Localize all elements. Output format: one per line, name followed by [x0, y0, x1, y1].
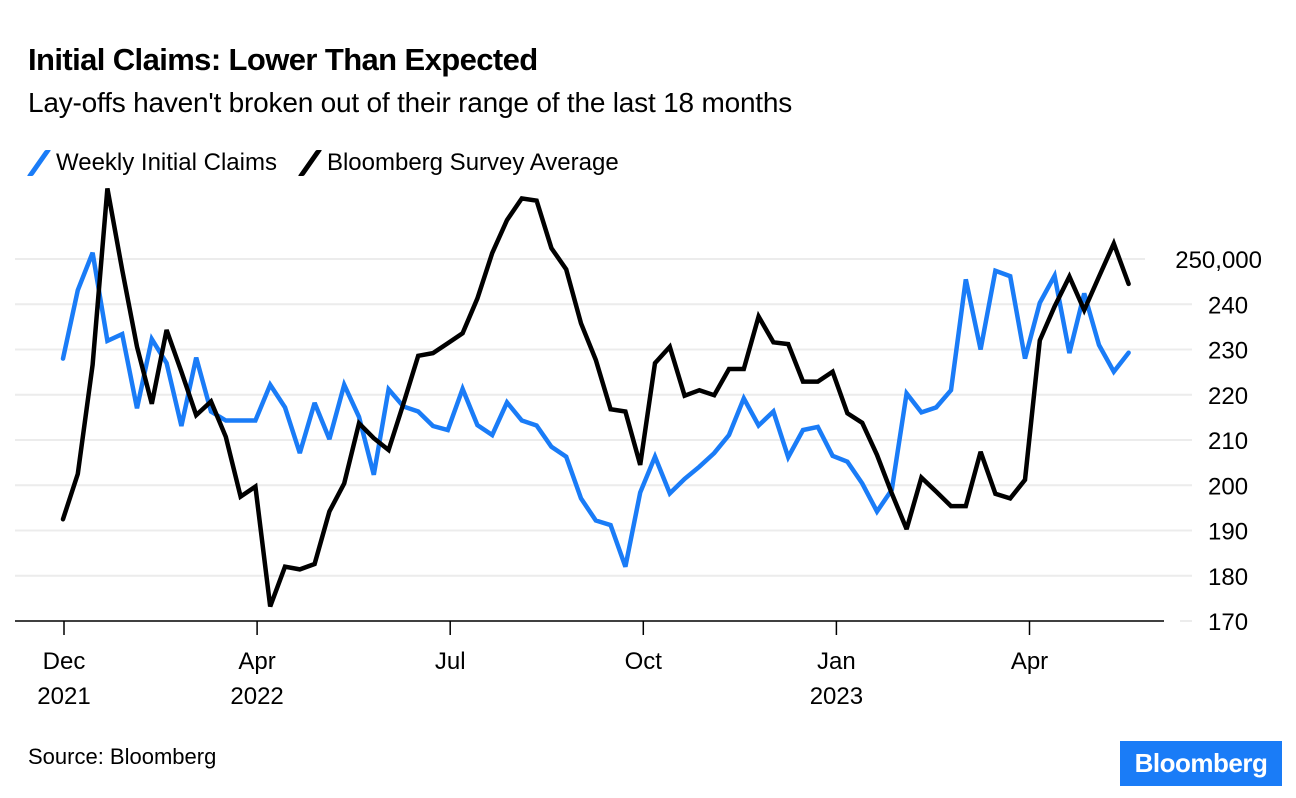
- chart-title: Initial Claims: Lower Than Expected: [28, 42, 538, 77]
- legend-label: Weekly Initial Claims: [56, 149, 277, 176]
- y-tick-label: 180: [1208, 564, 1248, 591]
- x-tick-year-label: 2022: [230, 683, 283, 710]
- y-tick-label: 240: [1208, 292, 1248, 319]
- x-tick-label: Dec: [43, 648, 86, 675]
- y-tick-label: 220: [1208, 383, 1248, 410]
- y-tick-label: 230: [1208, 338, 1248, 365]
- series-line-weekly-initial-claims: [60, 251, 1131, 568]
- source-note: Source: Bloomberg: [28, 744, 217, 769]
- chart-subtitle: Lay-offs haven't broken out of their ran…: [28, 87, 793, 118]
- legend: Weekly Initial Claims Bloomberg Survey A…: [26, 149, 641, 177]
- x-tick-year-label: 2021: [37, 683, 90, 710]
- bloomberg-logo: Bloomberg: [1120, 741, 1282, 786]
- x-tick-year-label: 2023: [810, 683, 863, 710]
- x-tick-label: Jan: [817, 648, 856, 675]
- x-tick-label: Oct: [625, 648, 663, 675]
- x-tick-label: Apr: [1011, 648, 1048, 675]
- y-tick-label: 250,000: [1175, 247, 1262, 274]
- x-tick-label: Apr: [238, 648, 275, 675]
- x-tick-label: Jul: [435, 648, 466, 675]
- legend-item-bloomberg-survey-average: Bloomberg Survey Average: [297, 149, 619, 177]
- y-tick-label: 190: [1208, 519, 1248, 546]
- y-tick-label: 170: [1208, 609, 1248, 636]
- y-tick-label: 200: [1208, 473, 1248, 500]
- series-line-bloomberg-survey-average: [60, 187, 1131, 608]
- legend-label: Bloomberg Survey Average: [326, 149, 619, 176]
- legend-item-weekly-initial-claims: Weekly Initial Claims: [26, 149, 277, 177]
- y-tick-label: 210: [1208, 428, 1248, 455]
